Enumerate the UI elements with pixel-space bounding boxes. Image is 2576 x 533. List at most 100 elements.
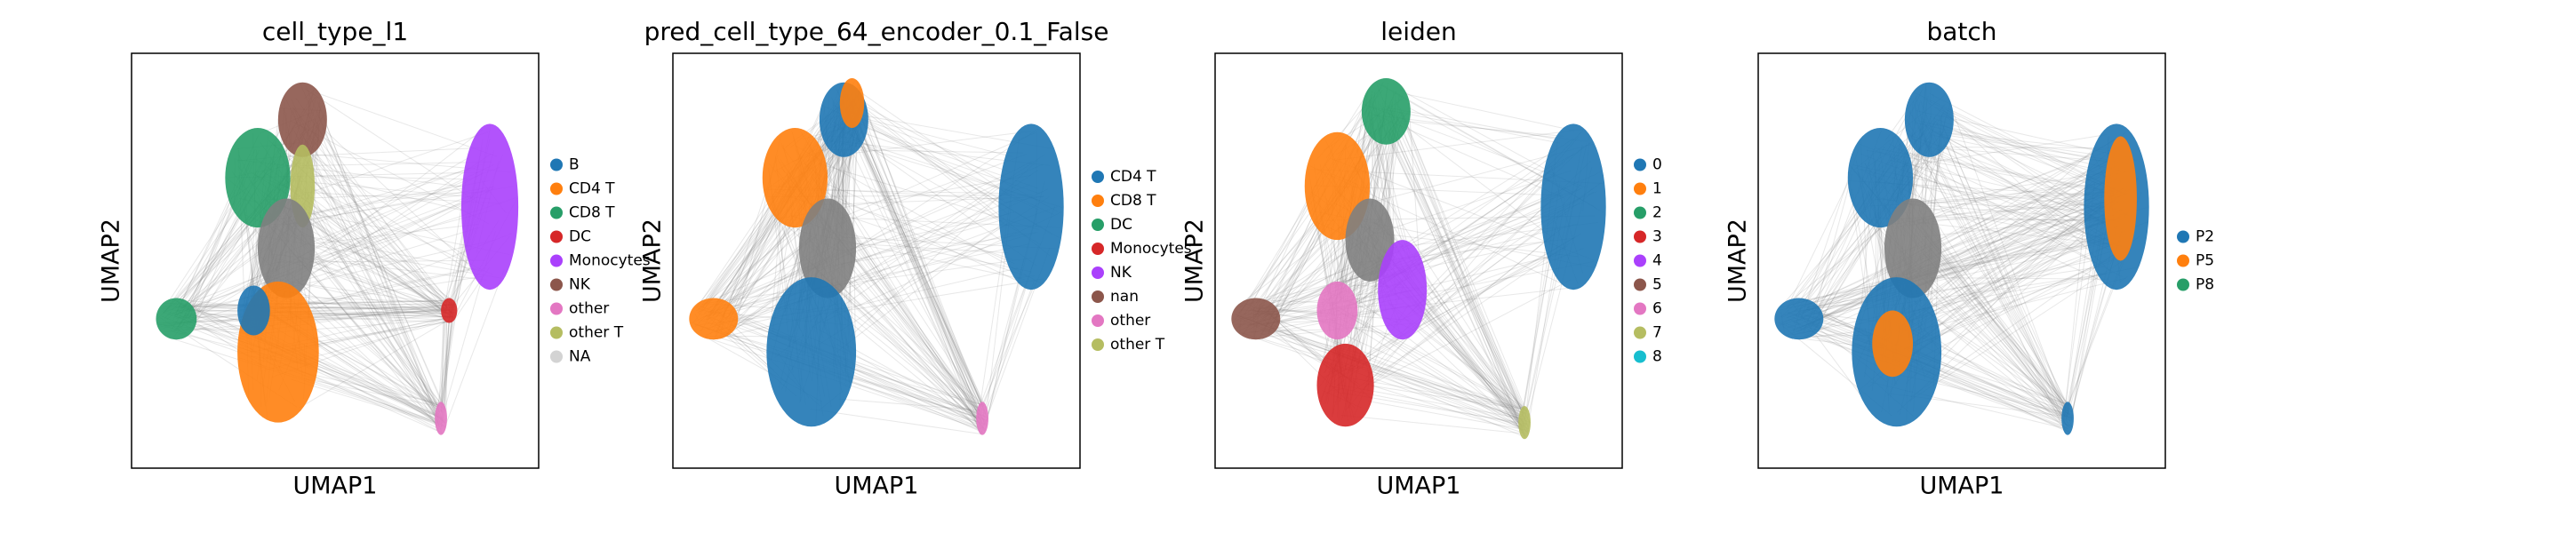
cell-cluster [762, 128, 828, 228]
edge [1935, 318, 2070, 416]
edge [1789, 224, 1886, 302]
edge [1909, 163, 2121, 253]
edge [857, 110, 988, 416]
y-axis-label: UMAP2 [1724, 219, 1752, 303]
panel: batch UMAP1 UMAP2 P2 P5 P8 [1724, 17, 2215, 500]
edge [182, 300, 447, 307]
cell-cluster [766, 277, 857, 427]
edge [1820, 165, 2118, 314]
edge [799, 131, 978, 423]
edge [1798, 203, 2104, 340]
edge [1793, 138, 2117, 324]
edge [297, 210, 452, 317]
edge [1794, 260, 2093, 322]
edge [844, 90, 982, 424]
edge [1806, 192, 2129, 309]
edge [1330, 236, 1576, 379]
edge [304, 144, 438, 411]
cell-cluster [156, 298, 197, 340]
edge [321, 127, 446, 410]
edge [810, 185, 1003, 322]
edge [861, 111, 983, 434]
edge [1364, 163, 1531, 424]
edge [1777, 160, 2116, 327]
edge [1908, 260, 2123, 402]
edge [292, 127, 444, 424]
edge [1924, 229, 2066, 404]
edge [850, 243, 978, 414]
legend-marker [1092, 338, 1104, 351]
edge [829, 148, 1024, 154]
edge [293, 287, 439, 426]
legend-label: NK [569, 276, 591, 294]
edge [836, 229, 984, 429]
edge [1276, 319, 1523, 410]
legend-marker [1092, 219, 1104, 231]
edge [304, 88, 485, 208]
edge [316, 101, 442, 432]
edge [846, 108, 1008, 204]
edge [1345, 335, 1524, 417]
plot-frame [131, 52, 540, 469]
edge [812, 148, 988, 418]
legend-marker [1092, 290, 1104, 303]
edge [1334, 128, 1584, 161]
edge [840, 303, 985, 415]
edge [1940, 191, 2113, 251]
edge [1889, 155, 2123, 277]
legend-label: other T [1110, 336, 1165, 354]
edge [836, 218, 983, 419]
edge [1395, 99, 1524, 434]
legend-label: P8 [2196, 276, 2214, 294]
cell-cluster [839, 78, 865, 129]
edge [1363, 228, 1562, 389]
edge [984, 280, 1036, 415]
edge [175, 306, 445, 309]
edge [164, 299, 454, 306]
edge [1246, 306, 1524, 421]
edge [719, 337, 988, 421]
edge [703, 231, 1017, 321]
edge [1779, 235, 2125, 311]
edge [1364, 370, 1523, 428]
edge [1933, 117, 2118, 181]
legend-marker [550, 158, 563, 171]
edge [847, 93, 981, 434]
edge [186, 267, 474, 330]
edge [857, 141, 982, 417]
edge [1921, 226, 2070, 420]
edge [306, 162, 441, 422]
edge [1372, 232, 1578, 258]
edge [176, 227, 481, 319]
edge [835, 358, 978, 422]
edge [698, 232, 1036, 331]
edge [857, 90, 982, 405]
edge [1346, 354, 1523, 423]
cell-cluster [1872, 310, 1914, 378]
edge [288, 248, 445, 424]
legend-marker [1634, 182, 1646, 195]
legend-label: CD8 T [569, 204, 615, 222]
edge [1260, 328, 1525, 414]
legend-marker [1634, 350, 1646, 363]
edge [1239, 95, 1376, 322]
edge [1800, 238, 2129, 312]
cell-cluster [460, 123, 519, 290]
edge [176, 304, 456, 317]
edge [771, 211, 782, 322]
edge [1344, 326, 1398, 337]
edge [1797, 155, 2117, 331]
edge [794, 148, 983, 423]
edge [1896, 188, 2088, 315]
edge [1243, 333, 1524, 431]
edge [1353, 242, 1572, 391]
x-axis-label: UMAP1 [293, 473, 378, 500]
edge [1922, 252, 2068, 417]
edge [1932, 277, 2108, 280]
edge [1903, 273, 2107, 322]
edge [303, 138, 447, 313]
y-axis-label: UMAP2 [1181, 219, 1209, 303]
edge [1265, 330, 1335, 338]
edge [167, 202, 235, 303]
edge [855, 94, 1010, 216]
